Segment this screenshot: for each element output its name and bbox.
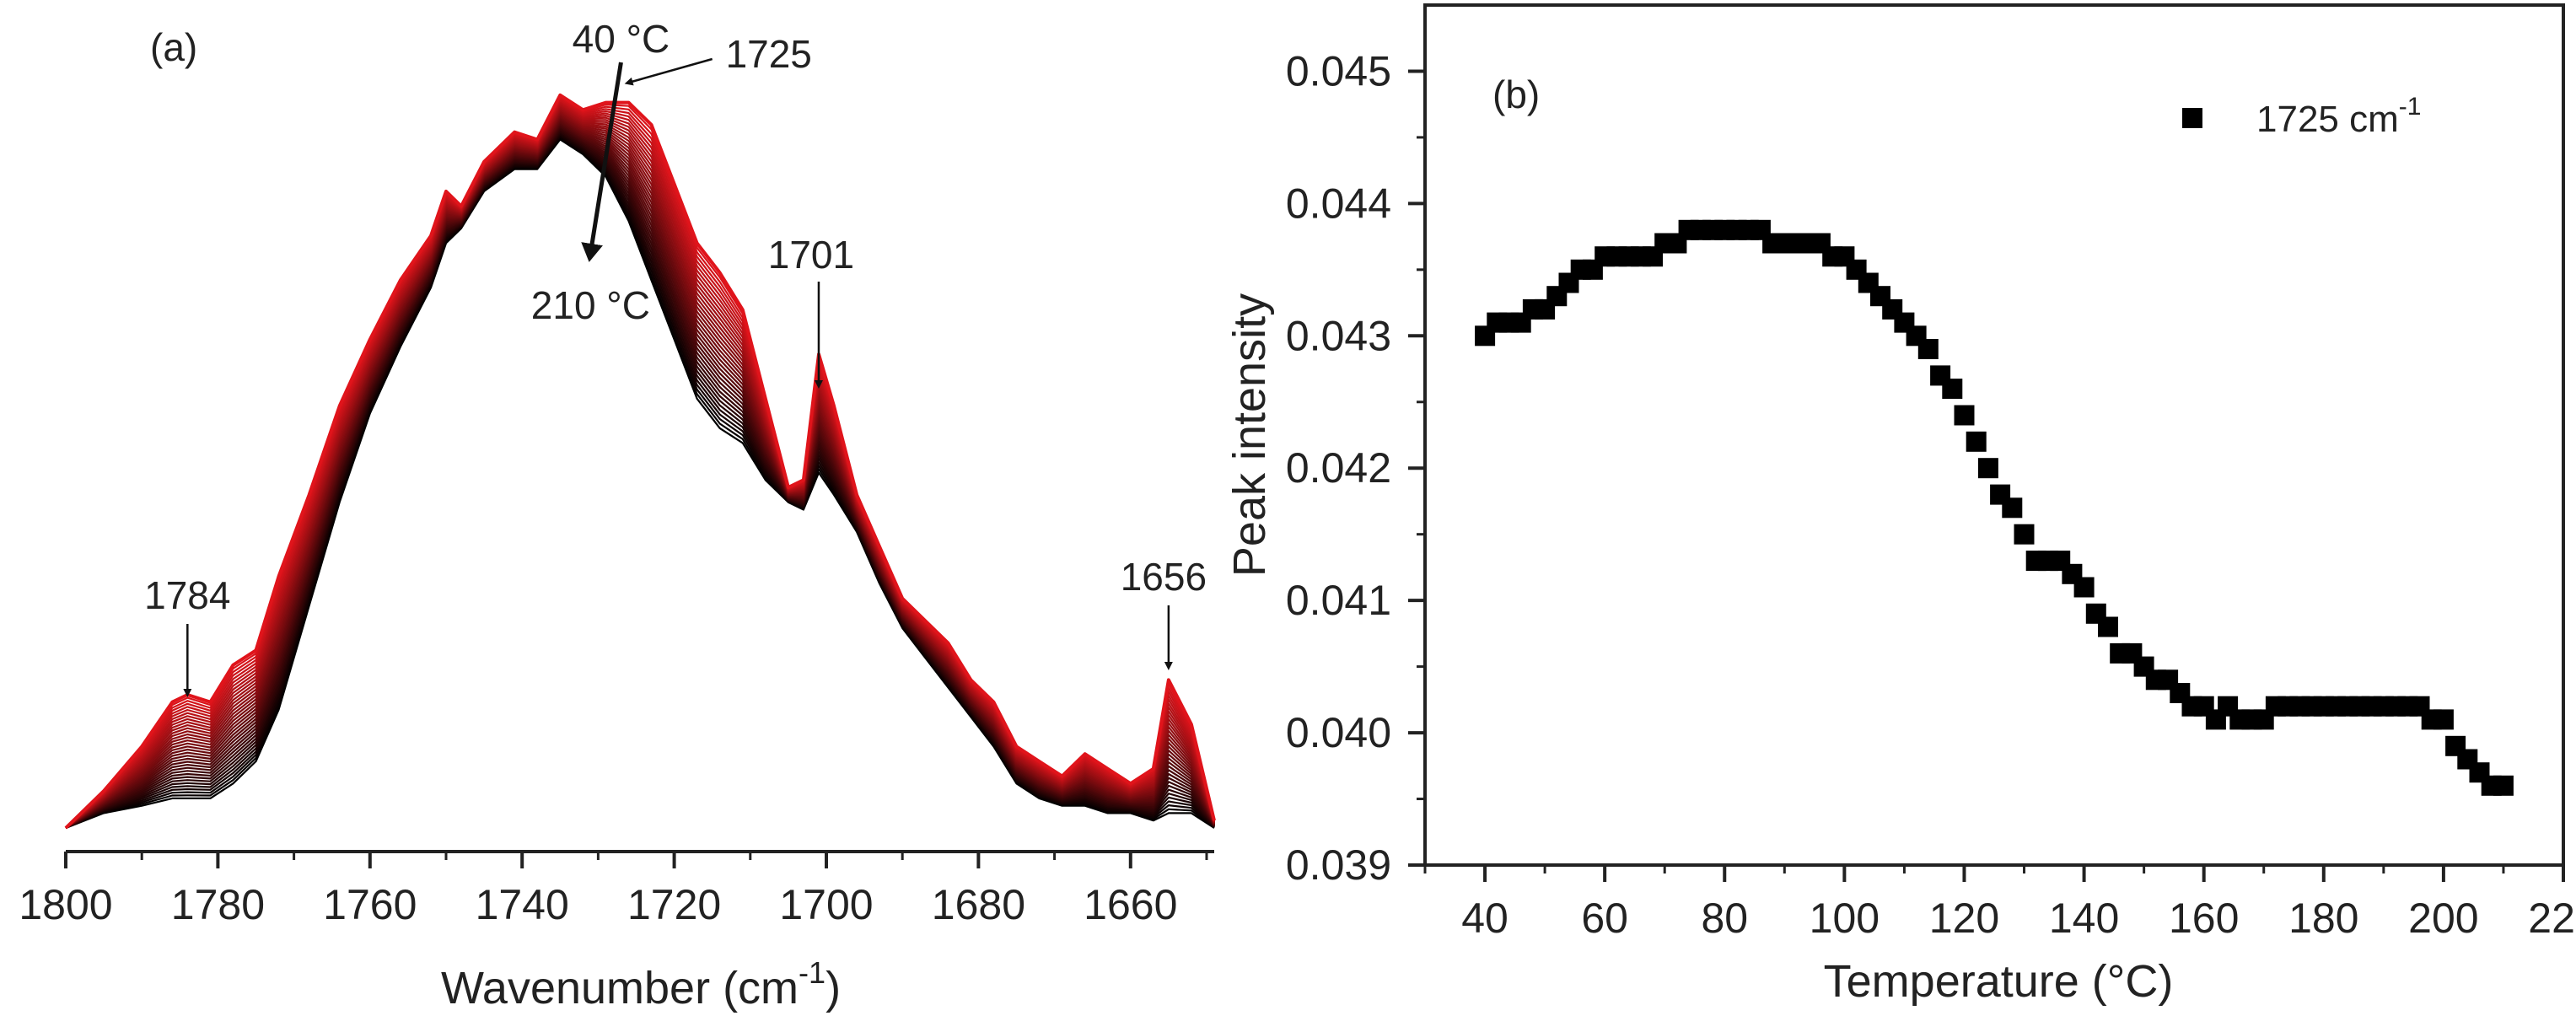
panel-b-peak-intensity: 40 60 80 100 120 140 160 180 200 220 0.039 0.040 0.0…: [1224, 3, 2576, 1007]
annotation-label: 1725: [726, 32, 812, 76]
x-tick-label: 120: [1929, 895, 1999, 942]
panel-a-ftir-spectra: 1800 1780 1760 1740 1720 1700 1680 1660 40 °C 21…: [19, 17, 1216, 1013]
data-point: [2098, 616, 2118, 637]
data-point: [1954, 405, 1975, 426]
x-tick-label: 100: [1810, 895, 1880, 942]
legend-label-sup: -1: [2399, 93, 2422, 121]
annotation-label: 40 °C: [573, 17, 670, 61]
x-tick-label: 140: [2049, 895, 2119, 942]
annotation-label: 1701: [768, 233, 854, 277]
legend: 1725 cm-1: [2182, 93, 2421, 140]
legend-label-main: 1725 cm: [2256, 99, 2399, 140]
y-tick-label: 0.040: [1286, 709, 1391, 756]
data-point: [1977, 458, 1998, 479]
panel-a-x-ticks: 1800 1780 1760 1740 1720 1700 1680 1660: [19, 852, 1208, 928]
data-point: [1917, 339, 1939, 359]
spectrum-curve: [64, 93, 1216, 830]
panel-b-data-points: [1475, 219, 2514, 796]
annotation-label: 210 °C: [531, 283, 650, 327]
y-tick-label: 0.039: [1286, 841, 1391, 889]
annotation-label: 1784: [144, 573, 230, 617]
x-tick-label: 60: [1581, 895, 1628, 942]
x-tick-label: 220: [2528, 895, 2576, 942]
panel-b-x-axis-title: Temperature (°C): [1824, 956, 2174, 1007]
y-tick-label: 0.041: [1286, 577, 1391, 624]
x-tick-label: 40: [1461, 895, 1508, 942]
panel-b-y-axis-title: Peak intensity: [1224, 293, 1275, 577]
legend-marker: [2182, 108, 2202, 128]
panel-a-annotations: 40 °C 210 °C 1725 1701 1784 1656: [144, 17, 1207, 697]
annotation-arrow: [581, 62, 623, 262]
panel-b-plot-frame: [1423, 3, 2565, 867]
x-tick-label: 1660: [1084, 881, 1177, 928]
x-tick-label: 200: [2408, 895, 2478, 942]
y-tick-label: 0.044: [1286, 180, 1391, 227]
x-title-sup: -1: [799, 955, 826, 990]
panel-b-ticks: 40 60 80 100 120 140 160 180 200 220 0.039 0.040 0.0…: [1286, 47, 2576, 942]
x-tick-label: 160: [2169, 895, 2239, 942]
data-point: [2493, 775, 2514, 796]
legend-label: 1725 cm-1: [2256, 93, 2421, 140]
panel-b-label: (b): [1492, 73, 1540, 116]
panel-a-label: (a): [150, 25, 197, 69]
x-tick-label: 180: [2288, 895, 2358, 942]
panel-a-x-axis-title: Wavenumber (cm-1): [441, 955, 841, 1013]
spectra-curves: [64, 93, 1216, 830]
annotation-label: 1656: [1121, 555, 1207, 599]
data-point: [1966, 431, 1987, 452]
x-tick-label: 1700: [779, 881, 873, 928]
x-tick-label: 1760: [323, 881, 417, 928]
x-title-close: ): [826, 963, 841, 1013]
x-tick-label: 1720: [627, 881, 721, 928]
annotation-arrow: [624, 57, 713, 86]
data-point: [2002, 497, 2023, 519]
x-tick-label: 1800: [19, 881, 112, 928]
x-title-main: Wavenumber (cm: [441, 963, 799, 1013]
data-point: [2014, 524, 2035, 545]
y-tick-label: 0.043: [1286, 312, 1391, 359]
data-point: [1942, 379, 1963, 400]
data-point: [2433, 709, 2454, 730]
x-tick-label: 1780: [171, 881, 265, 928]
x-tick-label: 80: [1701, 895, 1748, 942]
x-tick-label: 1740: [476, 881, 569, 928]
x-tick-label: 1680: [932, 881, 1025, 928]
y-tick-label: 0.042: [1286, 444, 1391, 492]
data-point: [2073, 577, 2095, 598]
y-tick-label: 0.045: [1286, 47, 1391, 94]
